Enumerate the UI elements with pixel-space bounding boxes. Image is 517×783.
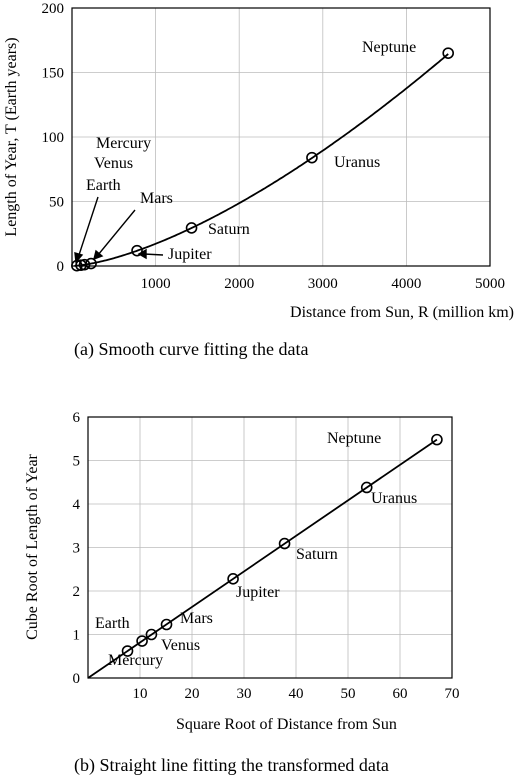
chart-a-fit-curve — [74, 53, 449, 267]
chart-a-x-label: Distance from Sun, R (million km) — [290, 304, 514, 321]
y-tick-label: 200 — [42, 1, 65, 17]
arrowhead-mercury-venus-earth — [74, 252, 84, 264]
y-tick-label: 3 — [73, 541, 81, 557]
x-tick-label: 20 — [185, 686, 200, 702]
chart-a: 1000 2000 3000 4000 5000 0 50 100 150 200 Mercur… — [3, 1, 514, 360]
label-mercury-b: Mercury — [108, 652, 163, 669]
x-tick-label: 3000 — [308, 276, 338, 292]
label-earth-a: Earth — [86, 177, 121, 194]
label-venus-a: Venus — [94, 155, 133, 172]
chart-b-y-label: Cube Root of Length of Year — [24, 453, 41, 639]
chart-a-plot-frame — [71, 7, 491, 267]
data-point-mercury — [121, 645, 134, 657]
chart-a-grid — [72, 8, 490, 266]
chart-b-x-ticks: 10 20 30 40 50 60 70 — [133, 686, 460, 702]
x-tick-label: 40 — [289, 686, 304, 702]
label-mars-a: Mars — [140, 190, 173, 207]
chart-b-y-ticks: 0 1 2 3 4 5 6 — [73, 410, 81, 687]
data-point-earth — [145, 628, 158, 641]
x-tick-label: 1000 — [141, 276, 171, 292]
y-tick-label: 0 — [73, 671, 81, 687]
chart-a-y-ticks: 0 50 100 150 200 — [42, 1, 65, 275]
label-uranus-a: Uranus — [334, 154, 380, 171]
chart-b-points — [121, 433, 443, 657]
label-saturn-a: Saturn — [208, 221, 250, 238]
y-tick-label: 1 — [73, 628, 81, 644]
chart-b: 10 20 30 40 50 60 70 0 1 2 3 4 5 6 Mercury Venus Ear… — [24, 410, 460, 776]
data-point-uranus — [306, 151, 318, 164]
chart-b-x-label: Square Root of Distance from Sun — [176, 716, 397, 733]
label-jupiter-a: Jupiter — [168, 246, 212, 263]
label-neptune-b: Neptune — [327, 430, 381, 447]
data-point-mars — [160, 618, 173, 631]
x-tick-label: 2000 — [224, 276, 254, 292]
chart-a-arrows — [74, 196, 164, 264]
x-tick-label: 60 — [393, 686, 408, 702]
label-venus-b: Venus — [161, 637, 200, 654]
x-tick-label: 70 — [445, 686, 460, 702]
x-tick-label: 5000 — [475, 276, 505, 292]
y-tick-label: 5 — [73, 454, 81, 470]
label-mercury-a: Mercury — [96, 135, 151, 152]
arrow-mars — [97, 209, 136, 256]
y-tick-label: 6 — [73, 410, 81, 426]
chart-a-y-label: Length of Year, T (Earth years) — [3, 37, 20, 236]
data-point-earth — [78, 258, 91, 271]
data-point-venus — [136, 635, 148, 647]
y-tick-label: 2 — [73, 584, 81, 600]
y-tick-label: 4 — [73, 497, 81, 513]
arrow-mercury-venus-earth — [77, 196, 99, 259]
x-tick-label: 4000 — [391, 276, 421, 292]
data-point-saturn — [278, 537, 291, 550]
y-tick-label: 0 — [57, 259, 65, 275]
label-uranus-b: Uranus — [371, 490, 417, 507]
data-point-neptune — [431, 433, 443, 446]
chart-b-plot-frame — [87, 416, 453, 679]
chart-a-x-ticks: 1000 2000 3000 4000 5000 — [141, 276, 505, 292]
data-point-jupiter — [227, 573, 239, 585]
arrowhead-jupiter — [137, 248, 147, 260]
data-point-uranus — [360, 481, 373, 494]
y-tick-label: 50 — [49, 195, 64, 211]
label-jupiter-b: Jupiter — [236, 584, 280, 601]
x-tick-label: 50 — [341, 686, 356, 702]
chart-b-grid — [88, 417, 452, 678]
arrow-jupiter — [143, 253, 164, 256]
label-earth-b: Earth — [95, 615, 130, 632]
y-tick-label: 100 — [42, 130, 65, 146]
data-point-jupiter — [131, 244, 143, 257]
arrowhead-mars — [92, 249, 104, 261]
data-point-mars — [85, 257, 97, 270]
y-tick-label: 150 — [42, 66, 65, 82]
chart-b-caption: (b) Straight line fitting the transforme… — [74, 755, 389, 776]
chart-a-caption: (a) Smooth curve fitting the data — [74, 339, 308, 360]
label-saturn-b: Saturn — [296, 546, 338, 563]
data-point-neptune — [442, 47, 455, 59]
label-neptune-a: Neptune — [362, 39, 416, 56]
x-tick-label: 10 — [133, 686, 148, 702]
label-mars-b: Mars — [180, 610, 213, 627]
data-point-saturn — [185, 222, 198, 234]
x-tick-label: 30 — [237, 686, 252, 702]
